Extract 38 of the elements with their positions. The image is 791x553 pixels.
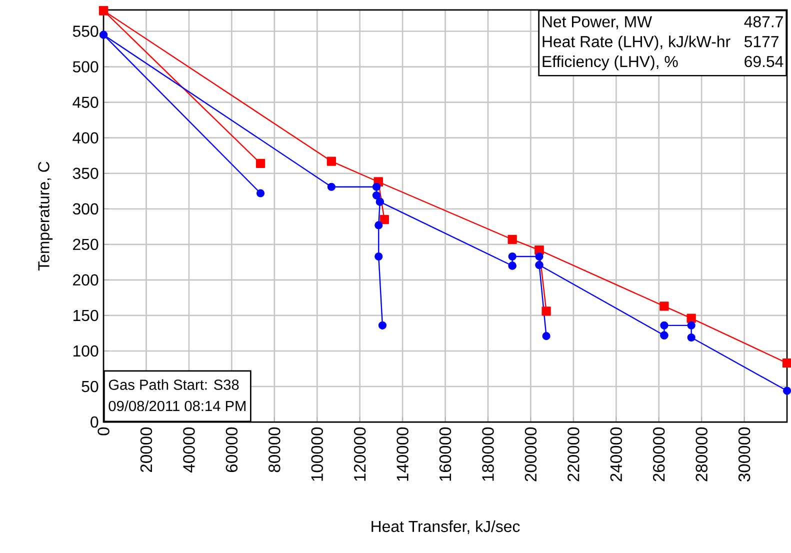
y-tick-label: 100 <box>73 345 98 356</box>
x-tick-label: 100000 <box>311 427 323 481</box>
annotation: 09/08/2011 08:14 PM <box>108 400 246 411</box>
annotation: Net Power, MW <box>542 16 652 30</box>
annotation: Heat Rate (LHV), kJ/kW-hr <box>542 35 730 50</box>
x-axis-title: Heat Transfer, kJ/sec <box>372 520 520 534</box>
y-tick-label: 350 <box>72 168 98 179</box>
y-tick-label: 300 <box>72 203 98 214</box>
x-tick-label: 120000 <box>354 427 366 481</box>
x-tick-label: 240000 <box>610 427 622 482</box>
x-tick-label: 140000 <box>396 427 408 481</box>
y-tick-label: 250 <box>73 238 98 250</box>
x-tick-label: 180000 <box>482 427 494 481</box>
x-tick-label: 260000 <box>653 427 665 482</box>
x-tick-label: 160000 <box>439 427 452 481</box>
x-tick-label: 200000 <box>524 427 537 482</box>
x-tick-label: 40000 <box>183 427 195 472</box>
x-tick-label: 80000 <box>268 427 280 472</box>
annotation: Gas Path Start: S38 <box>108 379 239 390</box>
annotation: 5177 <box>744 36 778 48</box>
annotation: Efficiency (LHV), % <box>542 55 678 70</box>
x-tick-label: 60000 <box>226 427 238 472</box>
y-tick-label: 50 <box>82 380 98 392</box>
x-tick-label: 280000 <box>696 427 708 482</box>
y-axis-title: Temperature, C <box>38 162 53 270</box>
annotation: 69.54 <box>744 56 784 67</box>
y-tick-label: 150 <box>73 310 98 321</box>
annotation: 487.7 <box>744 16 783 28</box>
y-tick-label: 400 <box>72 132 98 144</box>
y-tick-label: 500 <box>72 60 98 72</box>
x-tick-label: 20000 <box>140 427 152 472</box>
y-tick-label: 550 <box>72 25 98 37</box>
x-tick-label: 0 <box>98 427 110 436</box>
y-tick-label: 450 <box>72 96 98 108</box>
y-tick-label: 0 <box>90 416 98 428</box>
y-tick-label: 200 <box>73 274 98 286</box>
x-tick-label: 300000 <box>738 427 750 482</box>
x-tick-label: 220000 <box>568 427 580 482</box>
